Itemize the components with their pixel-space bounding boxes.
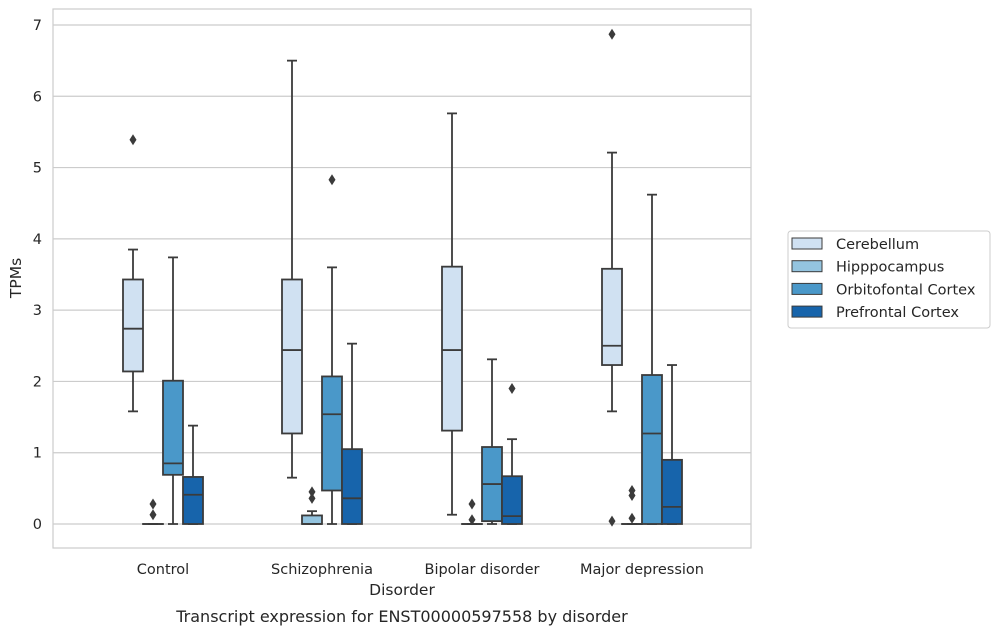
series-cerebellum bbox=[122, 28, 623, 527]
legend-label: Orbitofontal Cortex bbox=[836, 282, 976, 298]
box bbox=[461, 498, 483, 526]
box bbox=[122, 134, 144, 413]
box bbox=[341, 342, 363, 525]
y-tick-label: 2 bbox=[33, 374, 42, 390]
legend-label: Prefrontal Cortex bbox=[836, 305, 959, 321]
outlier-point bbox=[468, 498, 476, 510]
box bbox=[162, 256, 184, 525]
legend-entry: Hipppocampus bbox=[791, 260, 944, 276]
legend-label: Hipppocampus bbox=[836, 260, 944, 276]
outlier-point bbox=[608, 28, 616, 40]
legend-swatch bbox=[791, 282, 823, 295]
box bbox=[661, 364, 683, 525]
box-iqr bbox=[162, 379, 184, 476]
legend: Cerebellum Hipppocampus Orbitofontal Corte… bbox=[787, 230, 991, 329]
box-iqr bbox=[601, 267, 623, 366]
y-tick-label: 7 bbox=[33, 18, 42, 34]
legend-entry: Orbitofontal Cortex bbox=[791, 282, 976, 298]
x-axis-title: Disorder bbox=[369, 581, 435, 599]
legend-swatch bbox=[791, 260, 823, 273]
legend-entry: Prefrontal Cortex bbox=[791, 305, 959, 321]
box-iqr bbox=[341, 448, 363, 525]
plot-frame bbox=[52, 8, 752, 549]
box bbox=[142, 498, 164, 525]
outlier-point bbox=[628, 512, 636, 524]
outlier-point bbox=[628, 489, 636, 501]
x-tick-label: Bipolar disorder bbox=[425, 562, 540, 578]
series-hipppocampus bbox=[142, 484, 643, 526]
y-tick-label: 6 bbox=[33, 89, 42, 105]
legend-swatch bbox=[791, 237, 823, 250]
y-tick-label: 1 bbox=[33, 446, 42, 462]
box bbox=[321, 174, 343, 525]
y-tick-labels: 0 1 2 3 4 5 6 7 bbox=[33, 18, 42, 533]
legend-swatch bbox=[791, 305, 823, 318]
x-tick-label: Major depression bbox=[580, 562, 704, 578]
box bbox=[301, 486, 323, 525]
box bbox=[441, 112, 463, 516]
box-iqr bbox=[661, 458, 683, 525]
series-orbitofontal-cortex bbox=[162, 174, 663, 525]
y-tick-label: 3 bbox=[33, 303, 42, 319]
box bbox=[601, 28, 623, 527]
box-series bbox=[122, 28, 683, 527]
outlier-point bbox=[508, 383, 516, 395]
outlier-point bbox=[149, 509, 157, 521]
box bbox=[481, 358, 503, 525]
box-iqr bbox=[301, 514, 323, 525]
legend-frame bbox=[787, 230, 991, 329]
y-tick-label: 5 bbox=[33, 161, 42, 177]
y-tick-label: 0 bbox=[33, 517, 42, 533]
box bbox=[281, 59, 303, 479]
outlier-point bbox=[308, 492, 316, 504]
box-iqr bbox=[182, 476, 204, 525]
box-iqr bbox=[321, 375, 343, 492]
series-prefrontal-cortex bbox=[182, 342, 683, 525]
box bbox=[501, 383, 523, 525]
legend-entry: Cerebellum bbox=[791, 237, 919, 253]
outlier-point bbox=[328, 174, 336, 186]
box-iqr bbox=[441, 265, 463, 432]
chart-caption: Transcript expression for ENST0000059755… bbox=[175, 607, 628, 626]
box-iqr bbox=[501, 475, 523, 525]
box bbox=[641, 193, 663, 525]
box-iqr bbox=[281, 278, 303, 435]
outlier-point bbox=[468, 514, 476, 526]
x-tick-labels: Control Schizophrenia Bipolar disorder Majo… bbox=[137, 562, 704, 578]
y-axis-title: TPMs bbox=[7, 258, 25, 299]
legend-label: Cerebellum bbox=[836, 237, 919, 253]
outlier-point bbox=[608, 515, 616, 527]
box bbox=[182, 424, 204, 525]
outlier-point bbox=[129, 134, 137, 146]
outlier-point bbox=[149, 498, 157, 510]
box bbox=[621, 484, 643, 525]
box-iqr bbox=[641, 374, 663, 525]
y-tick-label: 4 bbox=[33, 232, 42, 248]
outlier-point bbox=[308, 486, 316, 498]
box-iqr bbox=[122, 278, 144, 373]
x-tick-label: Control bbox=[137, 562, 189, 578]
x-tick-label: Schizophrenia bbox=[271, 562, 373, 578]
